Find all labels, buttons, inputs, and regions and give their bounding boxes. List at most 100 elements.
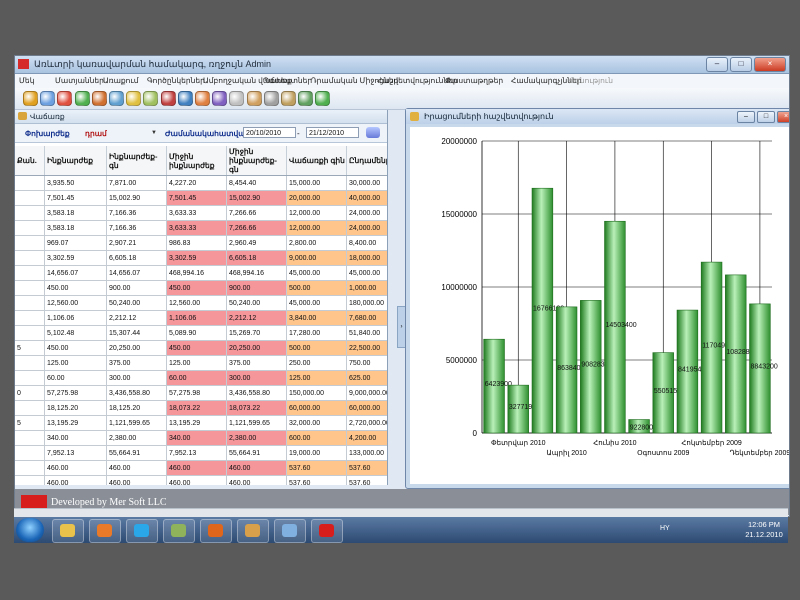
- table-cell: 969.07: [45, 236, 107, 251]
- date-to-field[interactable]: 21/12/2010: [306, 127, 359, 138]
- toolbar-icon[interactable]: [195, 91, 210, 106]
- table-cell: 2,380.00: [227, 431, 287, 446]
- table-cell: 57,275.98: [167, 386, 227, 401]
- table-row[interactable]: 125.00 375.00 125.00 375.00 250.00 750.00: [15, 356, 387, 371]
- table-cell: 460.00: [227, 476, 287, 485]
- chart-close-button[interactable]: ×: [777, 111, 789, 123]
- table-row[interactable]: 460.00 460.00 460.00 460.00 537.60 537.60: [15, 476, 387, 485]
- table-cell: 460.00: [107, 476, 167, 485]
- column-header[interactable]: Վաճառքի գին: [287, 146, 347, 175]
- toolbar-icon[interactable]: [126, 91, 142, 106]
- menu-item[interactable]: Փաստաթղթեր: [445, 76, 504, 85]
- table-row[interactable]: 3,583.18 7,166.36 3,633.33 7,266.66 12,000.0…: [15, 206, 387, 221]
- chart-minimize-button[interactable]: –: [737, 111, 755, 123]
- toolbar-icon[interactable]: [143, 91, 159, 106]
- taskbar-network-button[interactable]: [163, 519, 195, 543]
- menu-item[interactable]: Գործընկերներ: [147, 76, 205, 85]
- taskbar-explorer-button[interactable]: [52, 519, 84, 543]
- menu-item[interactable]: Առաքում: [103, 76, 139, 85]
- table-cell: 12,560.00: [167, 296, 227, 311]
- table-row[interactable]: 7,501.45 15,002.90 7,501.45 15,002.90 20,000…: [15, 191, 387, 206]
- menu-item[interactable]: Հաշվետվություններ: [377, 76, 458, 85]
- taskbar-media-player-button[interactable]: [89, 519, 121, 543]
- horizontal-scrollbar[interactable]: [14, 508, 788, 517]
- y-tick-label: 20000000: [441, 137, 477, 146]
- table-row[interactable]: 5,102.48 15,307.44 5,089.90 15,269.70 17,280…: [15, 326, 387, 341]
- table-row[interactable]: 3,583.18 7,166.36 3,633.33 7,266.66 12,000.0…: [15, 221, 387, 236]
- close-button[interactable]: ×: [754, 57, 786, 72]
- table-row[interactable]: 7,952.13 55,664.91 7,952.13 55,664.91 19,000…: [15, 446, 387, 461]
- start-button[interactable]: [16, 518, 44, 542]
- table-cell: 60.00: [167, 371, 227, 386]
- taskbar-skype-button[interactable]: [126, 519, 158, 543]
- toolbar-icon[interactable]: [298, 91, 314, 106]
- taskbar-paint-button[interactable]: [274, 519, 306, 543]
- table-cell: 900.00: [227, 281, 287, 296]
- date-from-field[interactable]: 20/10/2010: [243, 127, 296, 138]
- table-cell: 5: [15, 416, 45, 431]
- chart-maximize-button[interactable]: □: [757, 111, 775, 123]
- minimize-button[interactable]: –: [706, 57, 728, 72]
- toolbar-icon[interactable]: [109, 91, 124, 106]
- clock[interactable]: 12:06 PM 21.12.2010: [742, 520, 786, 540]
- toolbar-icon[interactable]: [177, 91, 193, 106]
- toolbar-icon[interactable]: [315, 91, 331, 106]
- table-row[interactable]: 14,656.07 14,656.07 468,994.16 468,994.16 45…: [15, 266, 387, 281]
- toolbar-icon[interactable]: [246, 91, 262, 106]
- table-row[interactable]: 3,935.50 7,871.00 4,227.20 8,454.40 15,000.0…: [15, 176, 387, 191]
- table-row[interactable]: 60.00 300.00 60.00 300.00 125.00 625.00: [15, 371, 387, 386]
- toolbar-icon[interactable]: [57, 91, 73, 106]
- table-cell: 7,501.45: [45, 191, 107, 206]
- column-header[interactable]: Միջին ինքնարժեք-գն: [227, 146, 287, 175]
- menu-item[interactable]: Պահեստներ: [263, 76, 313, 85]
- table-row[interactable]: 3,302.59 6,605.18 3,302.59 6,605.18 9,000.00…: [15, 251, 387, 266]
- table-row[interactable]: 460.00 460.00 460.00 460.00 537.60 537.60: [15, 461, 387, 476]
- taskbar-firefox-button[interactable]: [200, 519, 232, 543]
- toolbar-icon[interactable]: [91, 91, 107, 106]
- column-header[interactable]: Ընդամենը: [347, 146, 387, 175]
- column-header[interactable]: Քան.: [15, 146, 45, 175]
- toolbar-icon[interactable]: [23, 91, 38, 106]
- table-cell: 15,002.90: [227, 191, 287, 206]
- refresh-button[interactable]: [366, 127, 380, 138]
- menu-item[interactable]: Դրամական Միջոցներ: [311, 76, 399, 85]
- chevron-down-icon[interactable]: ▼: [151, 130, 157, 136]
- table-row[interactable]: 340.00 2,380.00 340.00 2,380.00 600.00 4,200.…: [15, 431, 387, 446]
- column-header[interactable]: Միջին ինքնարժեք: [167, 146, 227, 175]
- column-header[interactable]: Ինքնարժեք-գն: [107, 146, 167, 175]
- taskbar-mer-soft-app-button[interactable]: [311, 519, 343, 543]
- table-row[interactable]: 969.07 2,907.21 986.83 2,960.49 2,800.00 8,40…: [15, 236, 387, 251]
- panel-title-bar: Վաճառք: [15, 110, 387, 124]
- table-cell: 4,227.20: [167, 176, 227, 191]
- toolbar-icon[interactable]: [40, 91, 56, 106]
- toolbar-icon[interactable]: [281, 91, 296, 106]
- table-cell: 12,000.00: [287, 206, 347, 221]
- skype-icon: [134, 524, 149, 537]
- table-cell: 55,664.91: [107, 446, 167, 461]
- menu-item[interactable]: Օգնություն: [569, 76, 613, 85]
- table-cell: 18,073.22: [167, 401, 227, 416]
- toolbar-icon[interactable]: [160, 91, 176, 106]
- table-row[interactable]: 0 57,275.98 3,436,558.80 57,275.98 3,436,558…: [15, 386, 387, 401]
- toolbar-icon[interactable]: [74, 91, 90, 106]
- table-row[interactable]: 450.00 900.00 450.00 900.00 500.00 1,000.00: [15, 281, 387, 296]
- taskbar-app-1-button[interactable]: [237, 519, 269, 543]
- menu-item[interactable]: Ամբողջական վաճառք: [203, 76, 292, 85]
- table-row[interactable]: 5 13,195.29 1,121,599.65 13,195.29 1,121,599…: [15, 416, 387, 431]
- toolbar-icon[interactable]: [229, 91, 245, 106]
- table-row[interactable]: 1,106.06 2,212.12 1,106.06 2,212.12 3,840.00…: [15, 311, 387, 326]
- menu-item[interactable]: Համակարգչյններ: [511, 76, 582, 85]
- currency-select[interactable]: դրամ: [85, 129, 107, 138]
- table-row[interactable]: 12,560.00 50,240.00 12,560.00 50,240.00 45,0…: [15, 296, 387, 311]
- column-header[interactable]: Ինքնարժեք: [45, 146, 107, 175]
- footer-text: Developed by Mer Soft LLC: [51, 497, 167, 508]
- menu-item[interactable]: Մատյաններ: [55, 76, 104, 85]
- maximize-button[interactable]: □: [730, 57, 752, 72]
- language-indicator[interactable]: HY: [660, 525, 670, 532]
- table-row[interactable]: 18,125.20 18,125.20 18,073.22 18,073.22 60,0…: [15, 401, 387, 416]
- table-cell: 460.00: [45, 476, 107, 485]
- toolbar-icon[interactable]: [263, 91, 279, 106]
- toolbar-icon[interactable]: [212, 91, 228, 106]
- menu-item[interactable]: Մեկ: [19, 76, 35, 85]
- table-row[interactable]: 5 450.00 20,250.00 450.00 20,250.00 500.00 22,…: [15, 341, 387, 356]
